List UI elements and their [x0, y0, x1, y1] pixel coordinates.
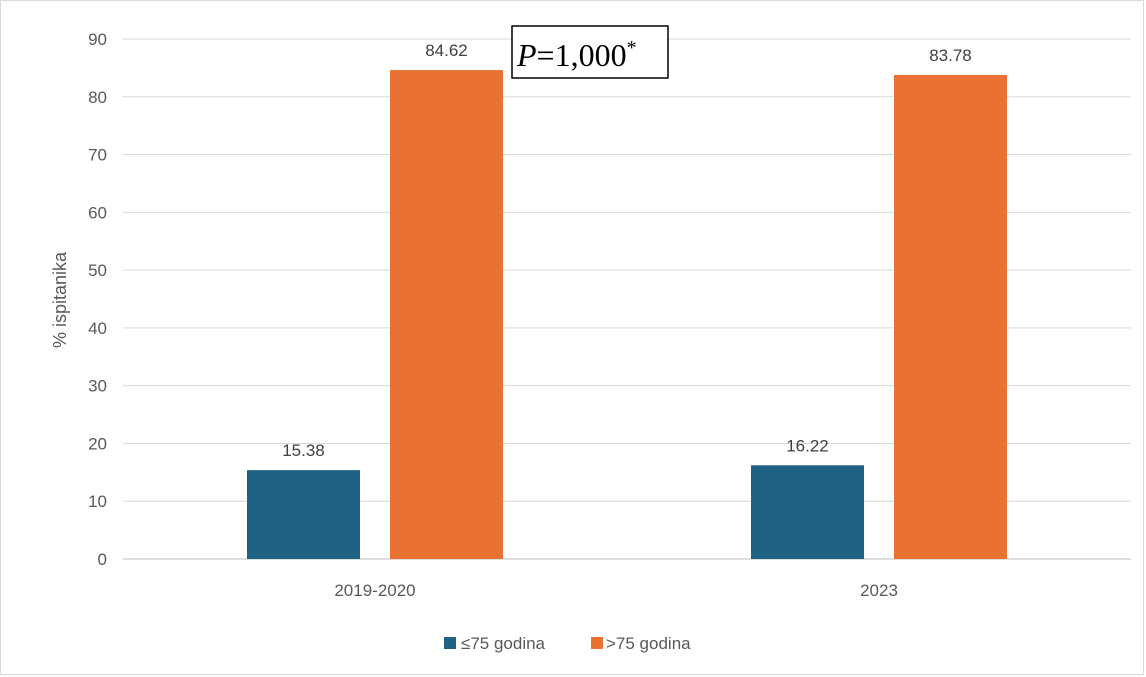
data-labels: 15.38 84.62 16.22 83.78	[282, 41, 972, 460]
legend-label-le75: ≤75 godina	[461, 634, 546, 653]
y-tick-label: 30	[88, 377, 107, 396]
p-value-box	[511, 25, 669, 79]
bar-le75-1	[751, 465, 864, 559]
y-tick-label: 60	[88, 203, 107, 222]
x-tick-label: 2019-2020	[334, 581, 415, 600]
legend: ≤75 godina >75 godina	[444, 634, 691, 653]
y-tick-label: 0	[98, 550, 107, 569]
data-label: 16.22	[786, 436, 829, 455]
p-value-symbol: P	[516, 37, 537, 73]
y-tick-label: 20	[88, 434, 107, 453]
bar-gt75-0	[390, 70, 503, 559]
bar-gt75-1	[894, 74, 1007, 559]
bars	[247, 70, 1007, 559]
p-value-annotation: P=1,000*	[511, 25, 669, 79]
data-label: 84.62	[425, 41, 468, 60]
legend-swatch-gt75	[591, 637, 603, 649]
y-axis-title: % ispitanika	[50, 251, 70, 348]
y-axis-ticks: 0 10 20 30 40 50 60 70 80 90	[88, 30, 107, 569]
data-label: 83.78	[929, 46, 972, 65]
p-value-asterisk: *	[627, 37, 637, 59]
y-tick-label: 50	[88, 261, 107, 280]
y-tick-label: 90	[88, 30, 107, 49]
x-axis-ticks: 2019-2020 2023	[334, 581, 898, 600]
y-tick-label: 40	[88, 319, 107, 338]
x-tick-label: 2023	[860, 581, 898, 600]
legend-swatch-le75	[444, 637, 456, 649]
y-tick-label: 70	[88, 146, 107, 165]
data-label: 15.38	[282, 441, 325, 460]
legend-label-gt75: >75 godina	[606, 634, 691, 653]
y-tick-label: 10	[88, 492, 107, 511]
p-value-number: =1,000	[537, 37, 627, 73]
bar-le75-0	[247, 470, 360, 559]
y-tick-label: 80	[88, 88, 107, 107]
p-value-text: P=1,000*	[516, 37, 637, 73]
